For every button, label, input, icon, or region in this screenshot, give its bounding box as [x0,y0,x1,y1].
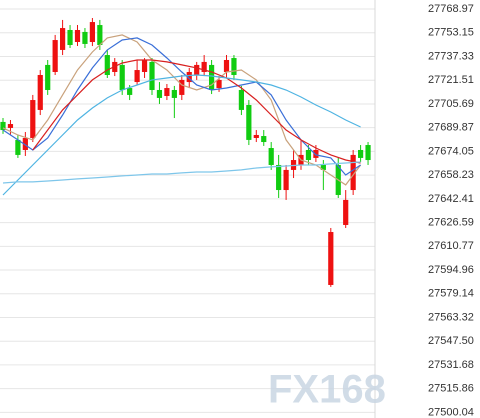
candle-body [30,100,36,138]
candle-body [209,64,215,90]
candle-body [223,59,230,72]
y-tick-label: 27674.05 [428,145,474,157]
candle-body [149,61,155,90]
candle-body [97,25,103,45]
candle-body [82,31,88,44]
candle-body [246,104,252,140]
moving-average-line [32,59,361,164]
candle-body [156,89,163,98]
candle-body [104,55,110,75]
y-tick-label: 27563.32 [428,311,474,323]
y-tick-label: 27753.15 [428,27,474,39]
candle-body [37,74,43,110]
y-tick-label: 27626.59 [428,216,474,228]
candle-body [358,149,364,158]
candle-body [320,164,326,170]
grid [0,8,375,413]
moving-average-line [2,161,361,184]
candle-body [350,154,356,191]
moving-average-line [2,74,361,196]
y-tick-label: 27547.50 [428,335,474,347]
candle-body [22,137,28,150]
candle-body [60,28,66,50]
candle-body [328,232,334,285]
candle-body [231,58,237,75]
candle-body [45,64,51,90]
y-tick-label: 27642.41 [428,193,474,205]
candle-body [253,134,259,138]
y-tick-label: 27721.51 [428,74,474,86]
candle-body [0,121,6,131]
candle-body [7,124,14,128]
y-tick-label: 27705.69 [428,98,474,110]
y-tick-label: 27689.87 [428,122,474,134]
candle-body [134,70,140,83]
candle-body [89,22,95,42]
candle-body [276,164,282,191]
y-tick-label: 27500.04 [428,406,474,418]
candle-body [268,148,274,165]
y-tick-label: 27515.86 [428,383,474,395]
candle-body [261,136,267,143]
y-tick-label: 27531.68 [428,359,474,371]
candle-body [201,61,207,72]
candle-body [119,64,125,90]
candle-body [365,145,371,161]
candle-body [194,64,200,75]
candle-body [15,139,21,155]
moving-average-line [2,34,362,186]
candle-body [52,40,58,72]
y-tick-label: 27594.96 [428,264,474,276]
candle-body [74,29,81,42]
candle-body [238,89,244,110]
candle-body [141,59,148,72]
candle-body [127,88,133,95]
candle-body [283,169,289,191]
y-tick-label: 27610.77 [428,240,474,252]
candle-body [179,79,185,95]
y-tick-label: 27737.33 [428,50,474,62]
candle-body [164,88,170,96]
y-tick-label: 27658.23 [428,169,474,181]
candle-body [216,79,222,89]
watermark: FX168 [268,368,386,412]
candle-body [67,29,73,45]
candle-body [313,149,319,158]
candle-body [171,89,177,98]
candle-body [343,199,349,225]
y-tick-label: 27579.14 [428,288,474,300]
y-tick-label: 27768.97 [428,3,474,15]
candle-body [186,71,192,83]
candle-body [305,149,312,161]
